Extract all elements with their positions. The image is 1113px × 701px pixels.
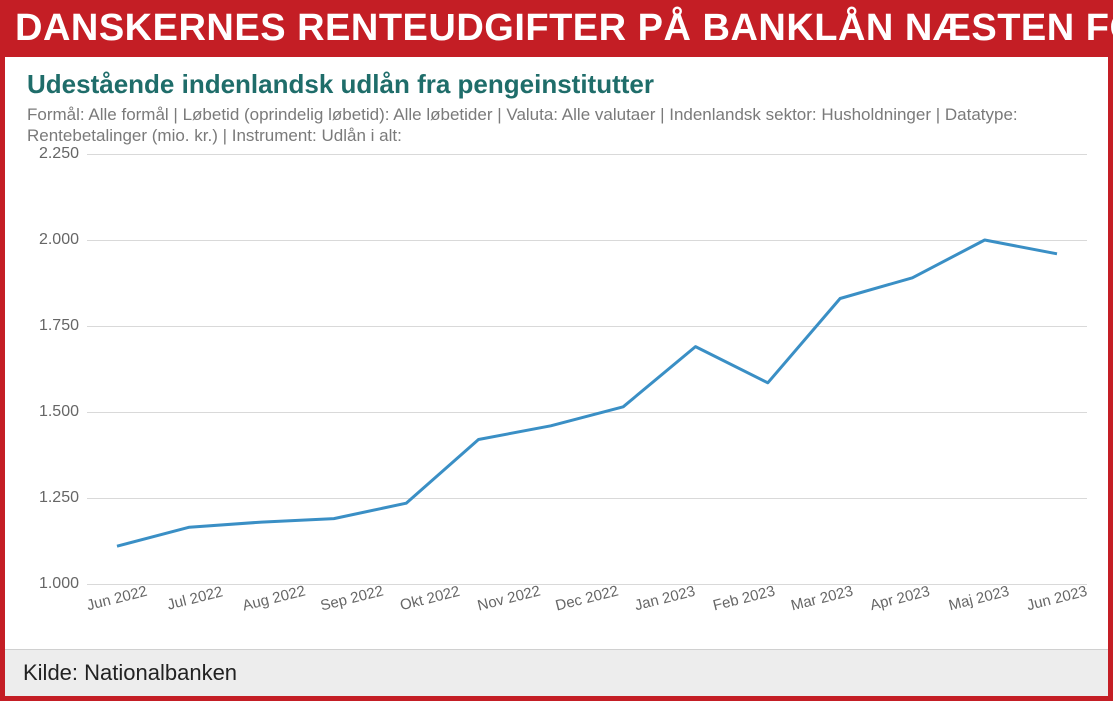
x-tick-label: Nov 2022 <box>475 583 541 615</box>
y-tick-label: 1.250 <box>39 489 79 507</box>
source-label: Kilde: Nationalbanken <box>23 660 237 685</box>
x-tick-label: Okt 2022 <box>399 583 462 614</box>
chart-subtitle: Formål: Alle formål | Løbetid (oprindeli… <box>27 104 1108 147</box>
y-tick-label: 1.750 <box>39 317 79 335</box>
chart-frame: DANSKERNES RENTEUDGIFTER PÅ BANKLÅN NÆST… <box>0 0 1113 701</box>
y-tick-label: 1.500 <box>39 403 79 421</box>
x-tick-label: Mar 2023 <box>789 583 855 615</box>
headline-text: DANSKERNES RENTEUDGIFTER PÅ BANKLÅN NÆST… <box>15 7 1113 49</box>
line-series-svg <box>87 154 1087 584</box>
headline-banner: DANSKERNES RENTEUDGIFTER PÅ BANKLÅN NÆST… <box>5 5 1108 57</box>
y-tick-label: 2.000 <box>39 231 79 249</box>
x-tick-label: Jun 2023 <box>1025 583 1089 614</box>
x-tick-label: Jan 2023 <box>633 583 697 614</box>
x-tick-label: Apr 2023 <box>869 583 932 614</box>
y-tick-label: 1.000 <box>39 575 79 593</box>
x-tick-label: Jun 2022 <box>85 583 149 614</box>
y-axis: 1.0001.2501.5001.7502.0002.250 <box>27 154 87 584</box>
x-tick-label: Maj 2023 <box>947 583 1011 614</box>
x-axis: Jun 2022 Jul 2022 Aug 2022 Sep 2022 Okt 2022… <box>87 584 1087 624</box>
chart-title: Udestående indenlandsk udlån fra pengein… <box>27 69 1108 100</box>
y-tick-label: 2.250 <box>39 145 79 163</box>
x-tick-label: Jul 2022 <box>166 584 225 614</box>
x-tick-label: Feb 2023 <box>711 583 777 615</box>
data-line <box>117 240 1057 546</box>
x-tick-label: Sep 2022 <box>319 583 385 615</box>
source-bar: Kilde: Nationalbanken <box>5 649 1108 696</box>
plot-area: 1.0001.2501.5001.7502.0002.250 Jun 2022J… <box>27 154 1087 624</box>
x-tick-label: Dec 2022 <box>554 583 620 615</box>
x-tick-label: Aug 2022 <box>240 583 306 615</box>
chart-wrapper: Udestående indenlandsk udlån fra pengein… <box>5 57 1108 649</box>
